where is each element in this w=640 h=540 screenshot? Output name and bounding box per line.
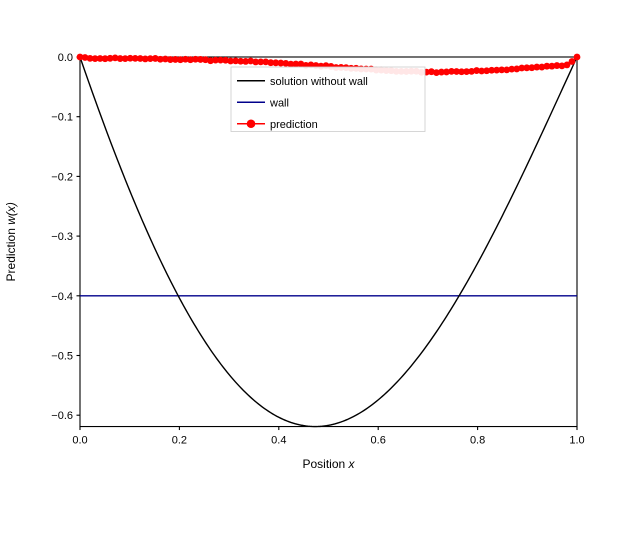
svg-text:0.6: 0.6 — [371, 435, 386, 447]
svg-text:−0.1: −0.1 — [51, 112, 73, 124]
svg-text:0.8: 0.8 — [470, 435, 485, 447]
svg-text:solution without wall: solution without wall — [270, 76, 368, 88]
svg-text:0.0: 0.0 — [58, 52, 73, 64]
svg-text:−0.3: −0.3 — [51, 231, 73, 243]
svg-text:wall: wall — [269, 97, 289, 109]
svg-text:0.2: 0.2 — [172, 435, 187, 447]
svg-text:0.4: 0.4 — [271, 435, 286, 447]
svg-text:−0.5: −0.5 — [51, 351, 73, 363]
svg-text:0.0: 0.0 — [72, 435, 87, 447]
svg-text:1.0: 1.0 — [569, 435, 584, 447]
svg-text:−0.2: −0.2 — [51, 171, 73, 183]
svg-text:−0.6: −0.6 — [51, 410, 73, 422]
svg-text:Position x: Position x — [302, 457, 355, 471]
svg-text:−0.4: −0.4 — [51, 291, 73, 303]
svg-text:prediction: prediction — [270, 119, 318, 131]
